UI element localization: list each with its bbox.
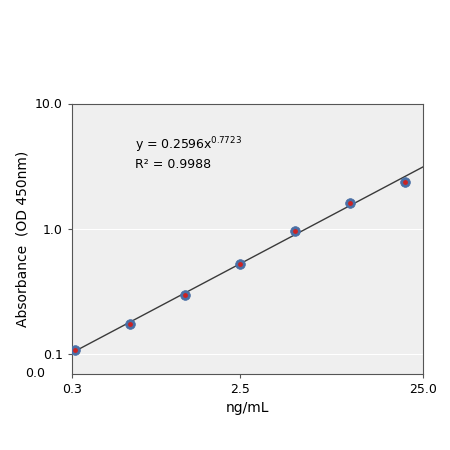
Y-axis label: Absorbance  (OD 450nm): Absorbance (OD 450nm) bbox=[16, 150, 30, 327]
X-axis label: ng/mL: ng/mL bbox=[226, 401, 269, 415]
Text: y = 0.2596x$^{0.7723}$
R² = 0.9988: y = 0.2596x$^{0.7723}$ R² = 0.9988 bbox=[135, 136, 242, 171]
Text: 0.0: 0.0 bbox=[25, 367, 45, 380]
